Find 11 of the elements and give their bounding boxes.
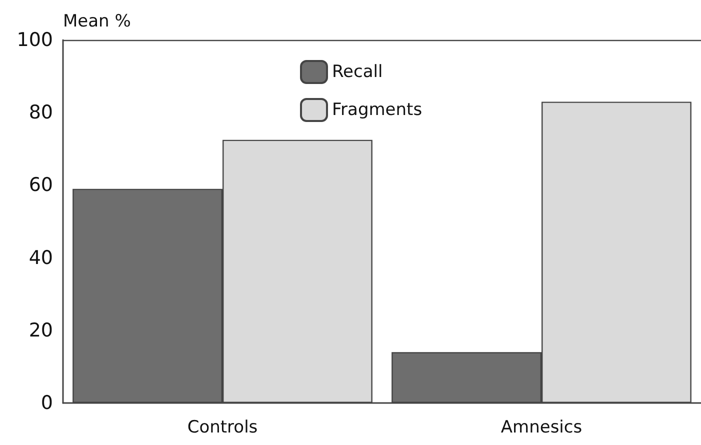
y-tick-label: 0 bbox=[40, 392, 53, 414]
x-tick-label: Amnesics bbox=[500, 418, 582, 438]
y-tick-label: 60 bbox=[28, 174, 53, 196]
y-tick-label: 40 bbox=[28, 246, 53, 269]
x-tick-label: Controls bbox=[187, 418, 258, 438]
y-tick-label: 80 bbox=[28, 102, 53, 124]
y-tick-label: 100 bbox=[16, 29, 53, 51]
legend-label: Fragments bbox=[332, 100, 422, 120]
y-tick-label: 20 bbox=[28, 319, 53, 342]
y-axis-title: Mean % bbox=[63, 12, 131, 32]
legend-label: Recall bbox=[332, 62, 383, 82]
